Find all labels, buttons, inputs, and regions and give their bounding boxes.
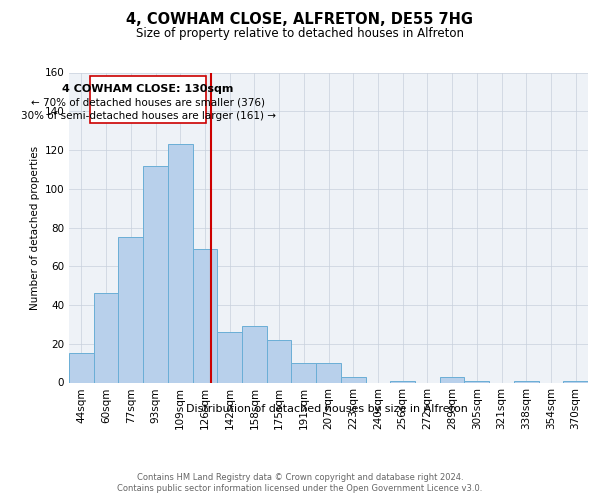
Text: 4, COWHAM CLOSE, ALFRETON, DE55 7HG: 4, COWHAM CLOSE, ALFRETON, DE55 7HG bbox=[127, 12, 473, 28]
Bar bbox=[118, 237, 143, 382]
Bar bbox=[390, 380, 415, 382]
Bar bbox=[464, 380, 489, 382]
Bar bbox=[563, 380, 588, 382]
Bar bbox=[94, 294, 118, 382]
Text: Distribution of detached houses by size in Alfreton: Distribution of detached houses by size … bbox=[186, 404, 468, 414]
Bar bbox=[90, 76, 206, 123]
Text: 4 COWHAM CLOSE: 130sqm: 4 COWHAM CLOSE: 130sqm bbox=[62, 84, 234, 94]
Text: ← 70% of detached houses are smaller (376): ← 70% of detached houses are smaller (37… bbox=[31, 98, 265, 108]
Bar bbox=[242, 326, 267, 382]
Text: 30% of semi-detached houses are larger (161) →: 30% of semi-detached houses are larger (… bbox=[20, 112, 275, 121]
Bar bbox=[69, 354, 94, 382]
Bar bbox=[292, 363, 316, 382]
Bar bbox=[440, 376, 464, 382]
Bar bbox=[193, 249, 217, 382]
Bar bbox=[217, 332, 242, 382]
Text: Size of property relative to detached houses in Alfreton: Size of property relative to detached ho… bbox=[136, 28, 464, 40]
Bar bbox=[341, 376, 365, 382]
Y-axis label: Number of detached properties: Number of detached properties bbox=[30, 146, 40, 310]
Bar bbox=[168, 144, 193, 382]
Bar bbox=[267, 340, 292, 382]
Text: Contains public sector information licensed under the Open Government Licence v3: Contains public sector information licen… bbox=[118, 484, 482, 493]
Bar bbox=[514, 380, 539, 382]
Text: Contains HM Land Registry data © Crown copyright and database right 2024.: Contains HM Land Registry data © Crown c… bbox=[137, 472, 463, 482]
Bar bbox=[143, 166, 168, 382]
Bar bbox=[316, 363, 341, 382]
